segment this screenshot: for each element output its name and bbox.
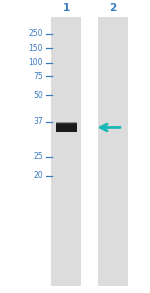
Text: 37: 37 — [33, 117, 43, 126]
Text: 2: 2 — [109, 3, 116, 13]
Text: 100: 100 — [28, 59, 43, 67]
Text: 75: 75 — [33, 72, 43, 81]
Bar — [56, 122, 76, 125]
Text: 250: 250 — [28, 29, 43, 38]
Text: 25: 25 — [33, 152, 43, 161]
Text: 150: 150 — [28, 44, 43, 53]
Text: 1: 1 — [62, 3, 70, 13]
Bar — [98, 17, 128, 286]
Bar — [56, 123, 76, 132]
Bar — [51, 17, 81, 286]
Text: 50: 50 — [33, 91, 43, 100]
Text: 20: 20 — [33, 171, 43, 180]
